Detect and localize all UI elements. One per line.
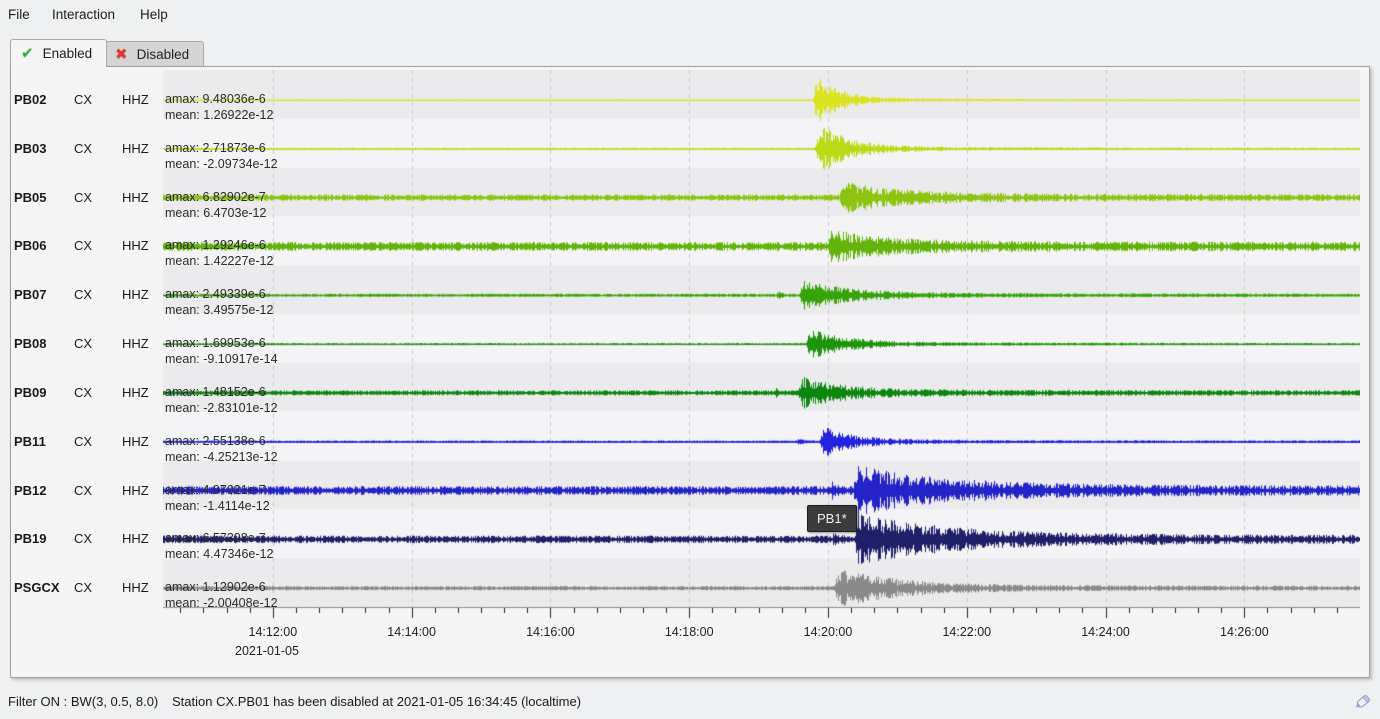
station-code: PB06 xyxy=(14,238,47,254)
network-code: CX xyxy=(74,238,93,254)
axis-time-label: 14:24:00 xyxy=(1081,625,1130,639)
station-row[interactable]: PB06 CX HHZ xyxy=(0,216,150,264)
trace-mean-label: mean: 1.42227e-12 xyxy=(165,254,274,269)
trace-amax-label: amax: 2.71873e-6 xyxy=(165,140,266,155)
network-code: CX xyxy=(74,336,93,352)
trace-amax-label: amax: 9.48036e-6 xyxy=(165,92,266,106)
network-code: CX xyxy=(74,140,93,156)
trace-mean-label: mean: -9.10917e-14 xyxy=(165,352,278,367)
status-bar: Filter ON : BW(3, 0.5, 8.0) Station CX.P… xyxy=(0,676,1380,719)
station-code: PSGCX xyxy=(14,580,60,596)
trace-amax-label: amax: 1.12902e-6 xyxy=(165,580,266,595)
network-code: CX xyxy=(74,287,93,303)
station-row[interactable]: PB19 CX HHZ xyxy=(0,509,150,557)
station-code: PB11 xyxy=(14,433,46,449)
station-code: PB02 xyxy=(14,92,47,107)
station-code: PB05 xyxy=(14,189,47,205)
channel-code: HHZ xyxy=(122,531,149,547)
station-row[interactable]: PB02 CX HHZ xyxy=(0,70,150,118)
station-code: PB08 xyxy=(14,336,47,352)
station-row[interactable]: PB09 CX HHZ xyxy=(0,363,150,411)
station-row[interactable]: PSGCX CX HHZ xyxy=(0,558,150,606)
trace-amax-label: amax: 2.55138e-6 xyxy=(165,433,266,448)
trace-mean-label: mean: -2.00408e-12 xyxy=(165,596,278,611)
network-code: CX xyxy=(74,189,93,205)
filter-status-text: Filter ON : BW(3, 0.5, 8.0) xyxy=(8,694,159,709)
trace-mean-label: mean: 6.4703e-12 xyxy=(165,205,267,220)
network-code: CX xyxy=(74,384,93,400)
network-code: CX xyxy=(74,92,93,107)
channel-code: HHZ xyxy=(122,140,149,156)
channel-code: HHZ xyxy=(122,580,149,596)
station-row[interactable]: PB11 CX HHZ xyxy=(0,412,150,460)
menu-help[interactable]: Help xyxy=(140,7,168,22)
tab-enabled-label: Enabled xyxy=(42,46,93,61)
channel-code: HHZ xyxy=(122,384,149,400)
channel-code: HHZ xyxy=(122,336,149,352)
trace-amax-label: amax: 1.29246e-6 xyxy=(165,238,266,253)
tab-disabled-label: Disabled xyxy=(136,47,190,62)
trace-mean-label: mean: 3.49575e-12 xyxy=(165,303,274,318)
channel-code: HHZ xyxy=(122,92,149,107)
station-code: PB09 xyxy=(14,384,47,400)
axis-time-label: 14:22:00 xyxy=(942,625,992,639)
trace-mean-label: mean: -1.4114e-12 xyxy=(165,498,270,513)
trace-amax-label: amax: 4.97021e-7 xyxy=(165,482,266,497)
axis-time-label: 14:18:00 xyxy=(664,625,714,639)
menu-interaction[interactable]: Interaction xyxy=(52,7,116,22)
menu-bar: File Interaction Help xyxy=(0,0,1380,30)
axis-time-label: 14:20:00 xyxy=(803,625,853,639)
axis-date-label: 2021-01-05 xyxy=(235,644,299,658)
menu-file[interactable]: File xyxy=(8,7,30,22)
station-code: PB19 xyxy=(14,531,47,547)
network-code: CX xyxy=(74,433,93,449)
station-tooltip: PB1* xyxy=(807,505,857,532)
network-code: CX xyxy=(74,580,93,596)
station-row[interactable]: PB07 CX HHZ xyxy=(0,265,150,313)
trace-mean-label: mean: 1.26922e-12 xyxy=(165,108,274,122)
station-code: PB07 xyxy=(14,287,47,303)
station-row[interactable]: PB08 CX HHZ xyxy=(0,314,150,362)
axis-time-label: 14:14:00 xyxy=(387,625,436,639)
axis-time-label: 14:12:00 xyxy=(248,625,298,639)
trace-mean-label: mean: -2.09734e-12 xyxy=(165,156,278,171)
trace-amax-label: amax: 2.49339e-6 xyxy=(165,287,266,302)
trace-amax-label: amax: 1.69953e-6 xyxy=(165,336,266,351)
axis-time-label: 14:26:00 xyxy=(1220,625,1269,639)
network-code: CX xyxy=(74,482,93,498)
cross-icon: ✖ xyxy=(115,46,128,63)
network-code: CX xyxy=(74,531,93,547)
waveform-plot-canvas[interactable] xyxy=(163,70,1360,623)
channel-code: HHZ xyxy=(122,238,149,254)
trace-amax-label: amax: 6.57308e-7 xyxy=(165,531,266,546)
trace-mean-label: mean: -2.83101e-12 xyxy=(165,400,278,415)
trace-mean-label: mean: 4.47346e-12 xyxy=(165,547,274,562)
station-disabled-message: Station CX.PB01 has been disabled at 202… xyxy=(172,694,582,709)
station-row[interactable]: PB03 CX HHZ xyxy=(0,119,150,167)
station-code: PB12 xyxy=(14,482,47,498)
station-code: PB03 xyxy=(14,140,47,156)
channel-code: HHZ xyxy=(122,482,149,498)
station-row[interactable]: PB12 CX HHZ xyxy=(0,461,150,509)
trace-mean-label: mean: -4.25213e-12 xyxy=(165,449,278,464)
tab-disabled[interactable]: ✖ Disabled xyxy=(104,41,205,67)
tab-enabled[interactable]: ✔ Enabled xyxy=(10,39,108,67)
station-row[interactable]: PB05 CX HHZ xyxy=(0,168,150,216)
channel-code: HHZ xyxy=(122,189,149,205)
channel-code: HHZ xyxy=(122,287,149,303)
axis-time-label: 14:16:00 xyxy=(526,625,575,639)
marker-tool-icon[interactable] xyxy=(1352,690,1374,712)
check-icon: ✔ xyxy=(21,45,34,62)
trace-amax-label: amax: 6.82902e-7 xyxy=(165,189,266,204)
trace-amax-label: amax: 1.48152e-6 xyxy=(165,384,266,399)
channel-code: HHZ xyxy=(122,433,149,449)
